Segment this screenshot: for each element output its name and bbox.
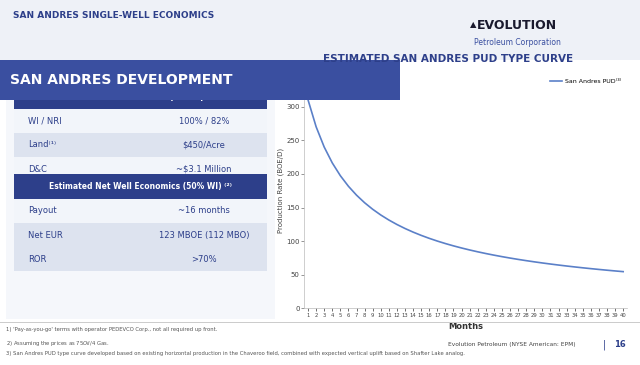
Text: ~$3.1 Million: ~$3.1 Million (176, 165, 232, 174)
X-axis label: Months: Months (448, 322, 483, 331)
San Andres PUD⁽³⁾ (538, 261, 546, 265)
Text: ~16 months: ~16 months (178, 207, 230, 215)
San Andres PUD⁽³⁾ (312, 124, 320, 129)
Text: 3) San Andres PUD type curve developed based on existing horizontal production i: 3) San Andres PUD type curve developed b… (6, 351, 465, 356)
Line: San Andres PUD⁽³⁾: San Andres PUD⁽³⁾ (308, 100, 623, 272)
Text: SAN ANDRES SINGLE-WELL ECONOMICS: SAN ANDRES SINGLE-WELL ECONOMICS (13, 11, 214, 20)
Bar (15, 84, 267, 109)
Text: Net EUR: Net EUR (28, 231, 63, 239)
San Andres PUD⁽³⁾ (417, 233, 425, 238)
Text: ▲: ▲ (470, 20, 477, 29)
Text: 2) Assuming the prices as $75 Oil / $4 Gas.: 2) Assuming the prices as $75 Oil / $4 G… (6, 339, 110, 348)
Text: EVOLUTION: EVOLUTION (477, 19, 557, 32)
San Andres PUD⁽³⁾ (409, 230, 417, 234)
San Andres PUD⁽³⁾ (393, 222, 401, 227)
Bar (15, 247, 267, 271)
San Andres PUD⁽³⁾ (466, 248, 474, 252)
San Andres PUD⁽³⁾ (571, 265, 579, 269)
Text: $450/Acre: $450/Acre (182, 141, 225, 150)
Bar (15, 199, 267, 223)
San Andres PUD⁽³⁾ (426, 236, 433, 241)
Text: SAN ANDRES PUDs: SAN ANDRES PUDs (78, 73, 204, 86)
Text: Evolution Petroleum (NYSE American: EPM): Evolution Petroleum (NYSE American: EPM) (448, 342, 575, 347)
Text: WI / NRI: WI / NRI (28, 116, 61, 125)
Text: ROR: ROR (28, 255, 46, 264)
Text: Estimated Net Well Economics (50% WI) ⁽²⁾: Estimated Net Well Economics (50% WI) ⁽²… (49, 182, 232, 191)
San Andres PUD⁽³⁾ (385, 218, 393, 222)
San Andres PUD⁽³⁾ (344, 184, 352, 188)
San Andres PUD⁽³⁾ (482, 251, 490, 256)
Bar (15, 133, 267, 157)
San Andres PUD⁽³⁾ (433, 239, 441, 243)
San Andres PUD⁽³⁾ (328, 161, 336, 165)
San Andres PUD⁽³⁾ (361, 200, 369, 205)
San Andres PUD⁽³⁾ (547, 262, 554, 266)
San Andres PUD⁽³⁾ (595, 267, 603, 272)
San Andres PUD⁽³⁾ (579, 266, 587, 270)
Bar (15, 223, 267, 247)
Text: >70%: >70% (191, 255, 217, 264)
San Andres PUD⁽³⁾ (337, 173, 344, 178)
San Andres PUD⁽³⁾ (506, 256, 514, 260)
San Andres PUD⁽³⁾ (555, 263, 563, 267)
San Andres PUD⁽³⁾ (304, 98, 312, 102)
San Andres PUD⁽³⁾ (369, 207, 376, 211)
San Andres PUD⁽³⁾ (531, 260, 538, 264)
Y-axis label: Production Rate (BOE/D): Production Rate (BOE/D) (277, 148, 284, 233)
San Andres PUD⁽³⁾ (490, 253, 498, 257)
San Andres PUD⁽³⁾ (474, 250, 481, 254)
San Andres PUD⁽³⁾ (442, 241, 449, 246)
San Andres PUD⁽³⁾ (377, 213, 385, 217)
Text: Petroleum Corporation: Petroleum Corporation (474, 38, 561, 47)
Text: ESTIMATED SAN ANDRES PUD TYPE CURVE: ESTIMATED SAN ANDRES PUD TYPE CURVE (323, 54, 573, 64)
San Andres PUD⁽³⁾ (603, 268, 611, 272)
Text: D&C: D&C (28, 165, 47, 174)
San Andres PUD⁽³⁾ (450, 244, 458, 248)
Text: SAN ANDRES DEVELOPMENT: SAN ANDRES DEVELOPMENT (10, 73, 232, 87)
San Andres PUD⁽³⁾ (587, 266, 595, 271)
San Andres PUD⁽³⁾ (498, 254, 506, 259)
Text: 1) 'Pay-as-you-go' terms with operator PEDEVCO Corp., not all required up front.: 1) 'Pay-as-you-go' terms with operator P… (6, 327, 218, 332)
Text: Payout: Payout (28, 207, 56, 215)
San Andres PUD⁽³⁾ (563, 264, 570, 268)
San Andres PUD⁽³⁾ (620, 269, 627, 274)
Legend: San Andres PUD⁽³⁾: San Andres PUD⁽³⁾ (547, 76, 624, 87)
Text: 16: 16 (614, 341, 626, 349)
San Andres PUD⁽³⁾ (522, 258, 530, 263)
Text: Gross Estimated Case Assumptions per Well: Gross Estimated Case Assumptions per Wel… (45, 92, 236, 101)
San Andres PUD⁽³⁾ (458, 246, 465, 250)
Text: Land⁽¹⁾: Land⁽¹⁾ (28, 141, 56, 150)
Text: 100% / 82%: 100% / 82% (179, 116, 229, 125)
San Andres PUD⁽³⁾ (611, 269, 619, 273)
San Andres PUD⁽³⁾ (353, 193, 360, 197)
Bar (15, 173, 267, 199)
San Andres PUD⁽³⁾ (515, 257, 522, 262)
Bar (15, 157, 267, 181)
Bar (15, 109, 267, 133)
Text: |: | (602, 340, 606, 350)
Text: 123 MBOE (112 MBO): 123 MBOE (112 MBO) (159, 231, 249, 239)
San Andres PUD⁽³⁾ (401, 226, 409, 231)
San Andres PUD⁽³⁾ (321, 145, 328, 149)
